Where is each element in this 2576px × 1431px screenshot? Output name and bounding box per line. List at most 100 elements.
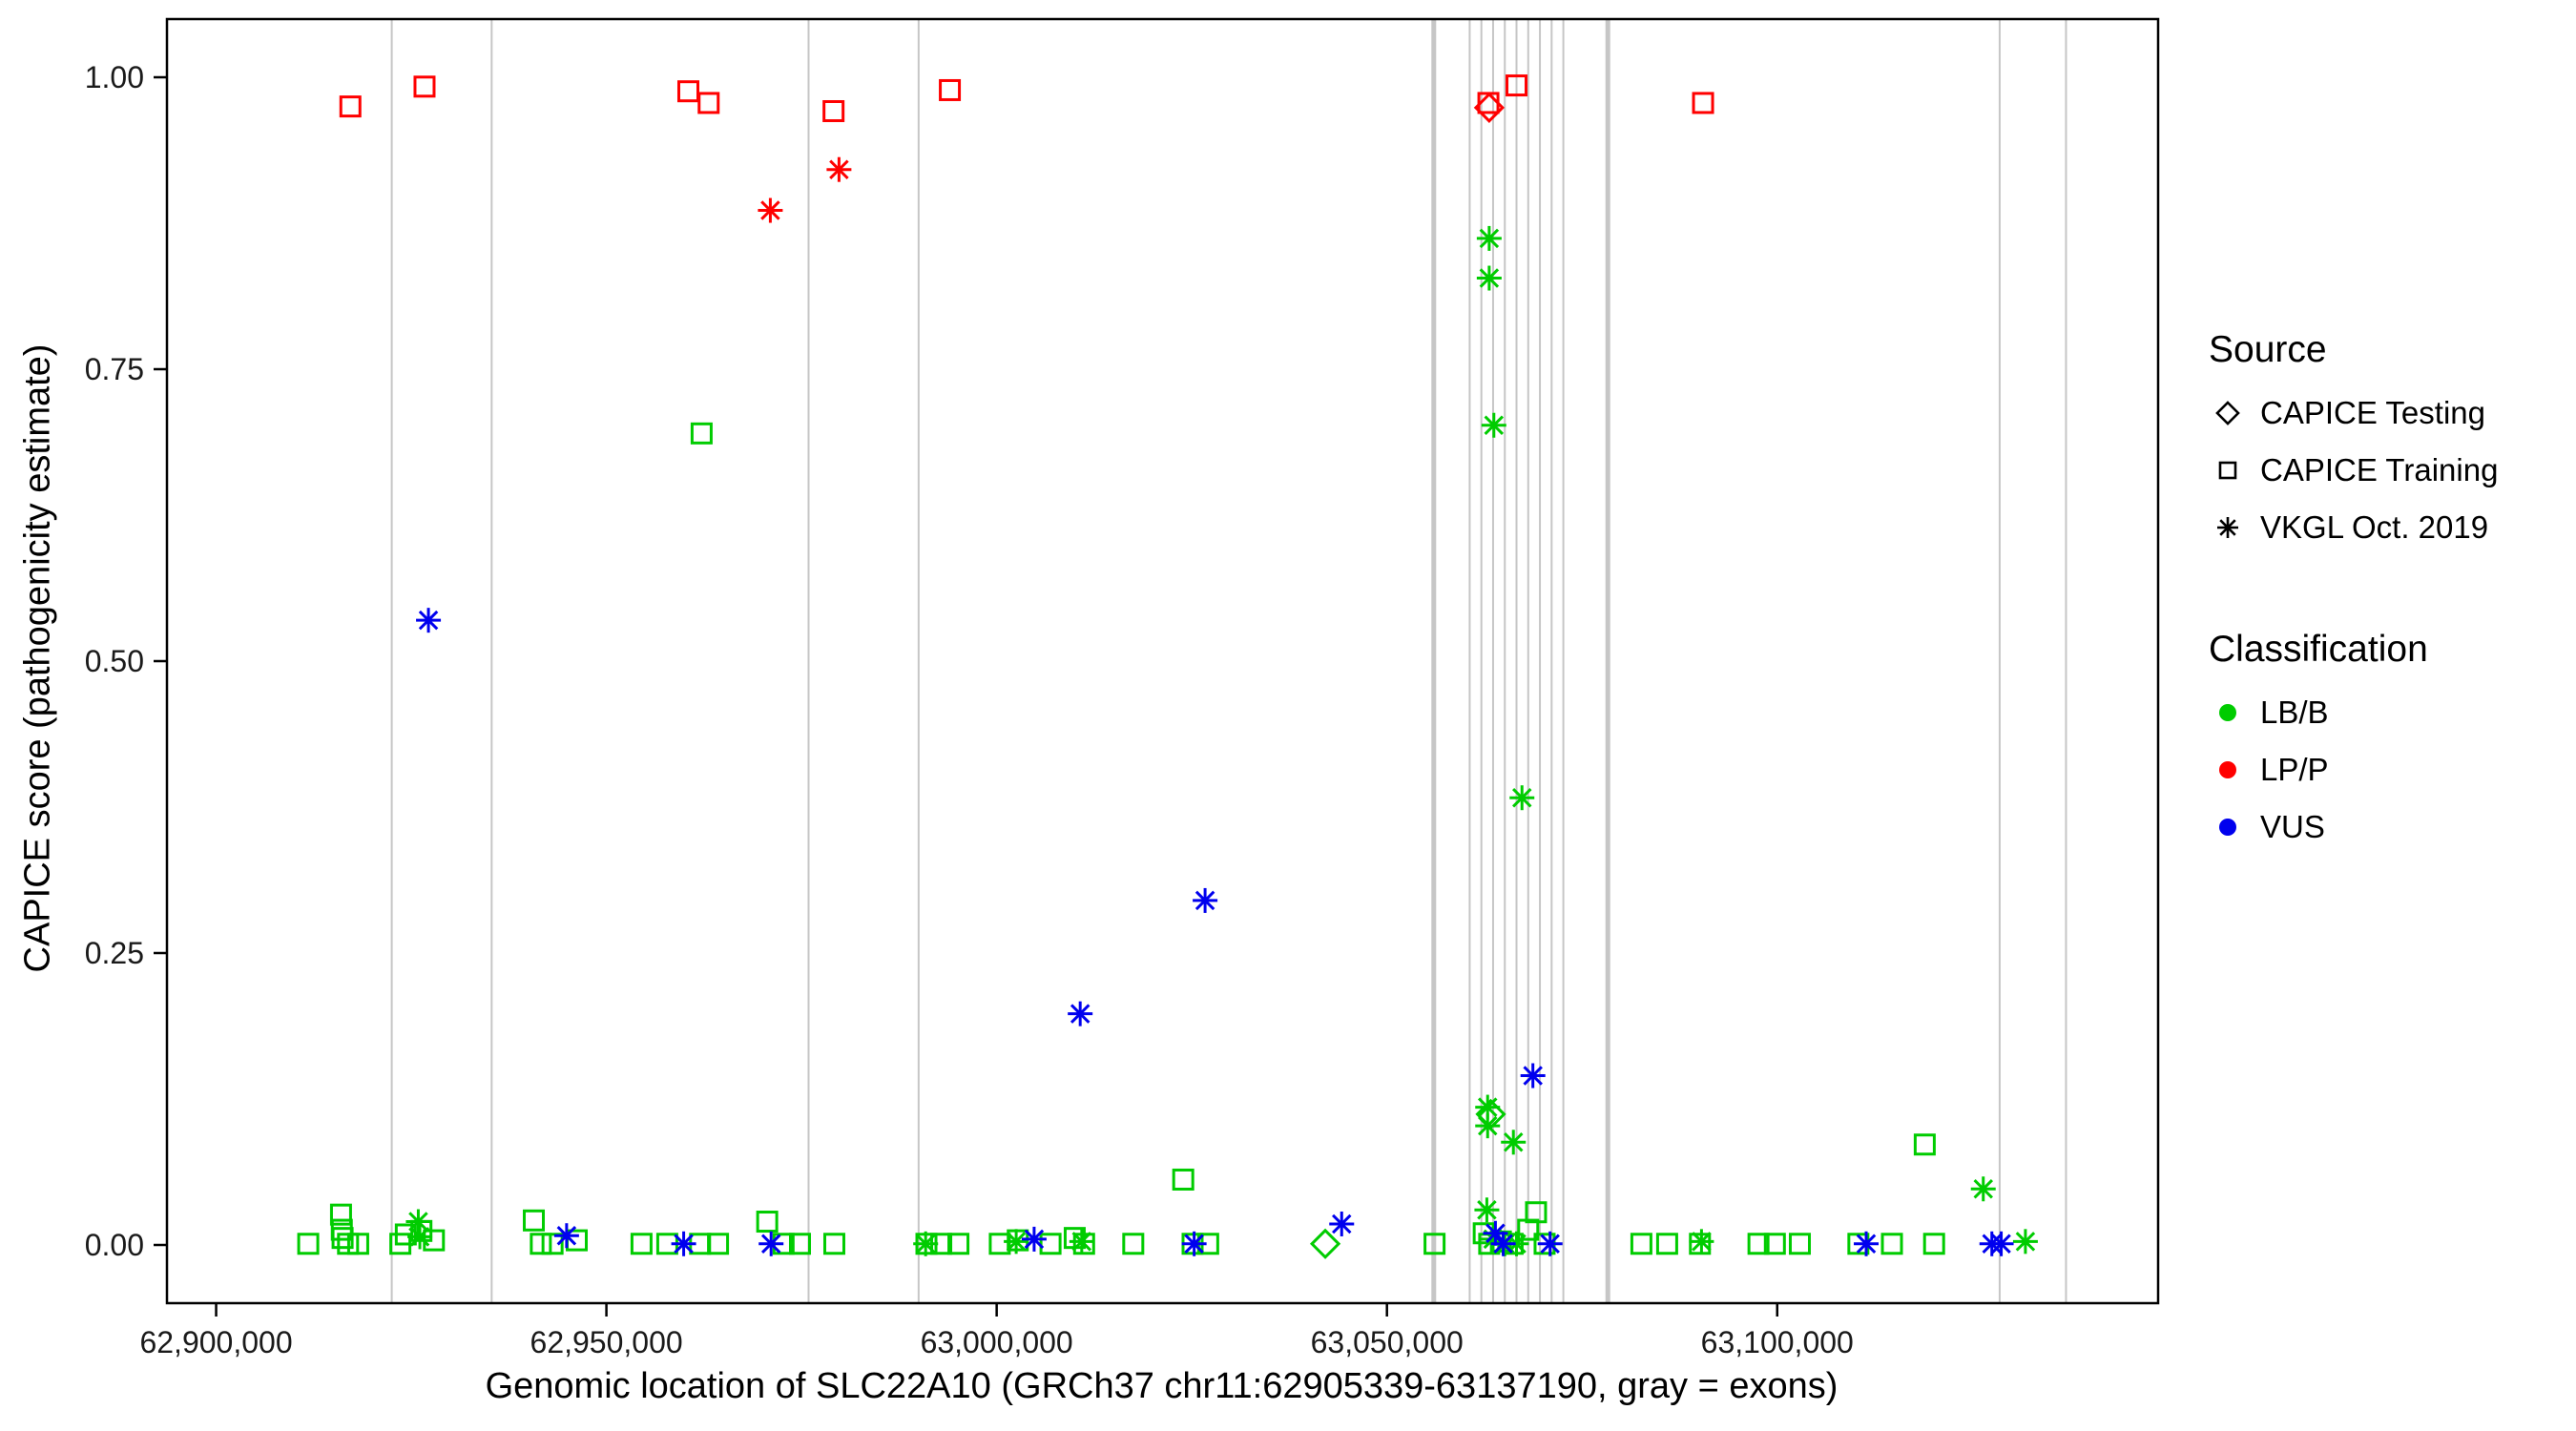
data-point (1689, 1233, 1712, 1255)
color-dot-icon (2209, 751, 2251, 789)
y-tick-label: 0.00 (85, 1228, 144, 1262)
x-tick-label: 62,900,000 (139, 1325, 292, 1359)
data-point (1520, 1063, 1546, 1089)
data-point (1517, 1218, 1540, 1241)
legend-classification-items: LB/B LP/P VUS (2209, 694, 2562, 846)
legend-item-capice-testing: CAPICE Testing (2209, 394, 2562, 432)
data-point (1481, 412, 1506, 438)
data-point (1476, 265, 1502, 291)
legend-item-lb-b: LB/B (2209, 694, 2562, 732)
legend-item-vus: VUS (2209, 808, 2562, 846)
square-key-icon (2209, 451, 2251, 489)
data-point (1763, 1233, 1786, 1255)
data-point (346, 1233, 369, 1255)
data-point (297, 1233, 320, 1255)
data-point (1630, 1233, 1652, 1255)
x-tick-label: 63,000,000 (921, 1325, 1073, 1359)
x-tick-label: 63,050,000 (1311, 1325, 1464, 1359)
legend-group-source: Source CAPICE Testing CAPICE Training VKGL… (2209, 329, 2562, 547)
data-point (1004, 1229, 1029, 1255)
data-point (1747, 1233, 1770, 1255)
data-point (913, 1231, 939, 1256)
legend-classification-title: Classification (2209, 629, 2428, 670)
data-point (553, 1223, 579, 1249)
data-point (2012, 1229, 2038, 1255)
y-tick-label: 0.75 (85, 352, 144, 386)
data-point (939, 78, 962, 101)
data-point (541, 1233, 564, 1255)
data-point (1490, 1231, 1516, 1256)
asterisk-icon (2217, 517, 2238, 538)
data-point (1922, 1233, 1945, 1255)
data-point (1193, 887, 1218, 913)
data-point (1692, 92, 1714, 114)
legend-item-label: CAPICE Training (2260, 452, 2499, 487)
data-point (822, 1233, 845, 1255)
data-point (1525, 1201, 1548, 1224)
asterisk-key-icon (2209, 508, 2251, 547)
x-tick-label: 63,100,000 (1701, 1325, 1854, 1359)
square-icon (2218, 461, 2237, 480)
data-point (416, 608, 442, 633)
legend-item-label: VUS (2260, 809, 2325, 844)
x-tick-label: 62,950,000 (530, 1325, 683, 1359)
data-point (1122, 1233, 1145, 1255)
data-point (329, 1203, 352, 1226)
data-point (1039, 1233, 1062, 1255)
data-point (758, 1231, 784, 1256)
data-point (331, 1227, 354, 1250)
data-point (413, 75, 436, 98)
legend-source-title: Source (2209, 329, 2327, 370)
data-point (630, 1233, 653, 1255)
legend-item-label: VKGL Oct. 2019 (2260, 509, 2489, 545)
data-point (1854, 1231, 1880, 1256)
data-point (758, 197, 783, 223)
data-point (676, 80, 699, 103)
data-point (1309, 1228, 1341, 1259)
data-point (523, 1209, 546, 1232)
data-point (1021, 1226, 1047, 1252)
data-point (1689, 1229, 1714, 1255)
data-point (1475, 1098, 1506, 1130)
data-point (1988, 1231, 2014, 1256)
diamond-key-icon (2209, 394, 2251, 432)
data-point (1880, 1233, 1903, 1255)
data-point (1329, 1211, 1355, 1236)
data-point (1068, 1001, 1093, 1027)
data-point (822, 99, 845, 122)
data-point (1655, 1233, 1678, 1255)
data-point (1506, 74, 1528, 97)
data-point (756, 1211, 779, 1234)
legend-item-lp-p: LP/P (2209, 751, 2562, 789)
data-point (1473, 92, 1506, 123)
data-point (1501, 1130, 1527, 1155)
data-point (788, 1233, 811, 1255)
data-point (1423, 1233, 1446, 1255)
legend: Source CAPICE Testing CAPICE Training VKGL… (2209, 329, 2562, 928)
data-point (1069, 1229, 1094, 1255)
data-point (394, 1223, 417, 1246)
legend-group-classification: Classification LB/B LP/P VUS (2209, 629, 2562, 846)
data-point (407, 1224, 433, 1250)
data-point (697, 92, 720, 114)
data-point (1509, 785, 1535, 811)
data-point (530, 1233, 552, 1255)
color-dot-icon (2209, 808, 2251, 846)
x-axis-title: Genomic location of SLC22A10 (GRCh37 chr… (485, 1366, 1839, 1406)
y-tick-label: 0.25 (85, 936, 144, 970)
data-point (988, 1233, 1011, 1255)
data-point (1072, 1233, 1095, 1255)
data-point (1172, 1168, 1195, 1191)
legend-item-label: LP/P (2260, 752, 2329, 787)
legend-item-capice-training: CAPICE Training (2209, 451, 2562, 489)
data-point (690, 422, 713, 445)
data-point (1913, 1133, 1936, 1156)
data-point (339, 95, 362, 118)
data-point (671, 1231, 696, 1256)
diamond-icon (2215, 401, 2240, 425)
data-point (1476, 225, 1502, 251)
legend-item-label: LB/B (2260, 695, 2329, 730)
panel-border (165, 17, 2160, 1305)
